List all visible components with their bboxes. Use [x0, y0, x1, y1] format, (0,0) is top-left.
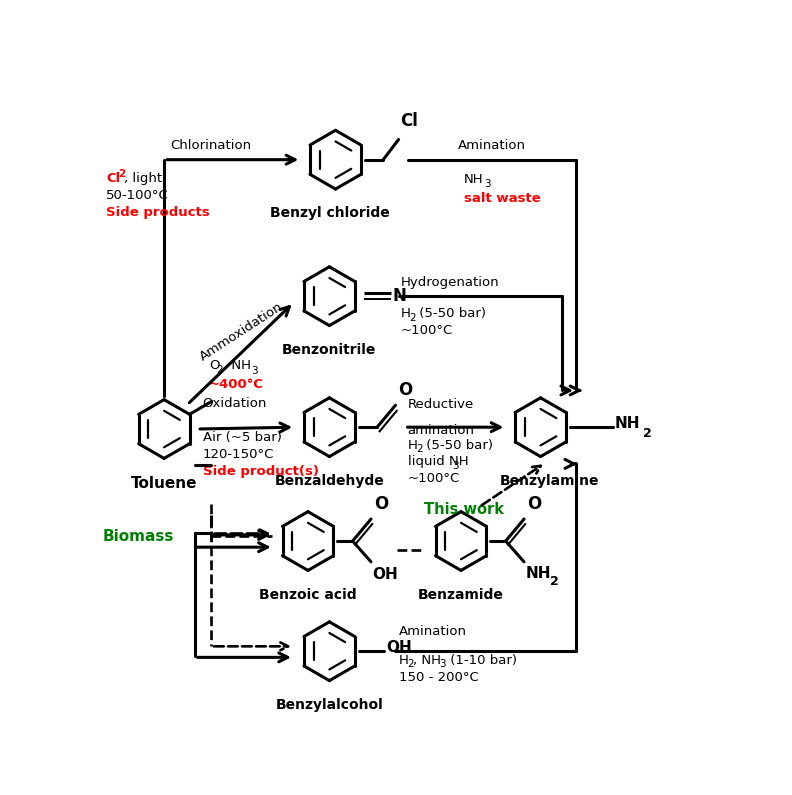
Text: Hydrogenation: Hydrogenation	[401, 276, 499, 289]
Text: Air (~5 bar): Air (~5 bar)	[203, 431, 281, 444]
Text: 2: 2	[217, 365, 223, 375]
Text: Cl: Cl	[400, 112, 417, 130]
Text: Benzylalcohol: Benzylalcohol	[276, 698, 383, 712]
Text: 2: 2	[417, 444, 423, 454]
Text: OH: OH	[386, 640, 412, 655]
Text: , light: , light	[124, 172, 162, 185]
Text: 2: 2	[409, 312, 416, 323]
Text: H: H	[408, 439, 417, 452]
Text: Benzoic acid: Benzoic acid	[259, 588, 356, 602]
Text: 3: 3	[484, 179, 491, 188]
Text: H: H	[401, 307, 410, 320]
Text: 2: 2	[118, 169, 125, 180]
Text: 3: 3	[440, 659, 446, 669]
Text: (5-50 bar): (5-50 bar)	[415, 307, 486, 320]
Text: 2: 2	[550, 576, 558, 588]
Text: Benzylamine: Benzylamine	[500, 474, 600, 487]
Text: 2: 2	[643, 427, 652, 440]
Text: O: O	[374, 494, 388, 513]
Text: ~100°C: ~100°C	[408, 472, 460, 485]
Text: This work: This work	[425, 502, 505, 517]
Text: Benzaldehyde: Benzaldehyde	[275, 474, 384, 487]
Text: O: O	[209, 359, 219, 373]
Text: Benzyl chloride: Benzyl chloride	[269, 206, 389, 220]
Text: ~100°C: ~100°C	[401, 324, 453, 337]
Text: 50-100°C: 50-100°C	[106, 189, 169, 202]
Text: NH: NH	[525, 565, 550, 580]
Text: Amination: Amination	[458, 139, 526, 153]
Text: 150 - 200°C: 150 - 200°C	[398, 671, 478, 684]
Text: Chlorination: Chlorination	[170, 139, 251, 153]
Text: liquid NH: liquid NH	[408, 456, 468, 468]
Text: amination: amination	[408, 424, 474, 436]
Text: 2: 2	[407, 659, 413, 669]
Text: Benzamide: Benzamide	[418, 588, 504, 602]
Text: 3: 3	[252, 366, 258, 377]
Text: (1-10 bar): (1-10 bar)	[446, 653, 516, 667]
Text: Biomass: Biomass	[102, 529, 173, 544]
Text: O: O	[398, 381, 412, 399]
Text: O: O	[527, 494, 542, 513]
Text: Toluene: Toluene	[131, 475, 197, 491]
Text: H: H	[398, 653, 409, 667]
Text: salt waste: salt waste	[464, 192, 541, 204]
Text: Ammoxidation: Ammoxidation	[198, 300, 286, 363]
Text: , NH: , NH	[413, 653, 441, 667]
Text: (5-50 bar): (5-50 bar)	[422, 439, 493, 452]
Text: Reductive: Reductive	[408, 398, 474, 411]
Text: Amination: Amination	[398, 625, 466, 638]
Text: Side product(s): Side product(s)	[203, 465, 318, 478]
Text: Side products: Side products	[106, 206, 210, 219]
Text: OH: OH	[372, 567, 398, 582]
Text: 3: 3	[452, 461, 459, 471]
Text: Oxidation: Oxidation	[203, 397, 267, 410]
Text: NH: NH	[464, 173, 484, 186]
Text: Benzonitrile: Benzonitrile	[282, 343, 376, 357]
Text: , NH: , NH	[223, 359, 251, 373]
Text: Cl: Cl	[106, 172, 120, 185]
Text: 120-150°C: 120-150°C	[203, 448, 274, 461]
Text: N: N	[392, 287, 406, 305]
Text: NH: NH	[615, 416, 640, 431]
Text: ~400°C: ~400°C	[209, 378, 264, 391]
